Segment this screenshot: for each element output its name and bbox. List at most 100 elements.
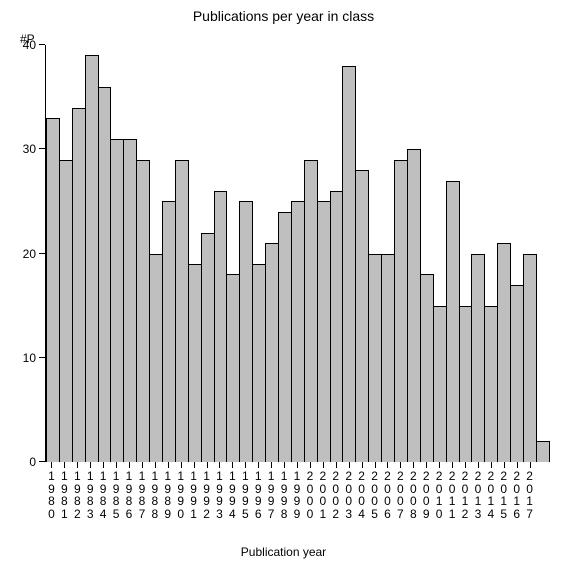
x-tick-label: 2 0 1 2	[458, 470, 472, 520]
bar	[46, 118, 60, 462]
x-tick-label: 2 0 0 8	[406, 470, 420, 520]
x-tick	[517, 462, 518, 468]
x-tick	[90, 462, 91, 468]
x-tick-label: 2 0 0 9	[419, 470, 433, 520]
x-tick	[129, 462, 130, 468]
x-tick	[51, 462, 52, 468]
chart-title: Publications per year in class	[0, 8, 567, 24]
bar	[214, 191, 228, 462]
x-tick-label: 1 9 8 8	[148, 470, 162, 520]
bar	[536, 441, 550, 462]
y-tick-label: 40	[23, 38, 36, 52]
x-tick-label: 2 0 1 0	[432, 470, 446, 520]
x-tick-label: 1 9 9 6	[251, 470, 265, 520]
x-tick-label: 2 0 0 0	[303, 470, 317, 520]
y-tick-label: 0	[29, 455, 36, 469]
bar	[188, 264, 202, 462]
x-tick	[478, 462, 479, 468]
x-tick-label: 2 0 1 6	[510, 470, 524, 520]
x-tick	[310, 462, 311, 468]
x-tick	[207, 462, 208, 468]
x-tick-label: 1 9 8 5	[109, 470, 123, 520]
x-tick	[219, 462, 220, 468]
x-tick-label: 1 9 8 7	[135, 470, 149, 520]
bar	[407, 149, 421, 462]
x-tick-label: 2 0 0 6	[380, 470, 394, 520]
x-tick-label: 1 9 8 3	[83, 470, 97, 520]
x-tick	[452, 462, 453, 468]
x-tick-label: 1 9 9 8	[277, 470, 291, 520]
bar	[342, 66, 356, 462]
bar	[110, 139, 124, 462]
x-tick-label: 1 9 8 0	[44, 470, 58, 520]
x-tick	[323, 462, 324, 468]
x-tick	[387, 462, 388, 468]
x-tick	[64, 462, 65, 468]
x-tick	[362, 462, 363, 468]
bar	[304, 160, 318, 462]
x-tick	[103, 462, 104, 468]
x-tick	[375, 462, 376, 468]
x-tick-label: 1 9 8 1	[57, 470, 71, 520]
x-tick-label: 1 9 9 4	[225, 470, 239, 520]
x-tick	[426, 462, 427, 468]
bar	[226, 274, 240, 462]
x-tick	[77, 462, 78, 468]
bar	[278, 212, 292, 462]
x-tick-label: 1 9 9 1	[187, 470, 201, 520]
x-tick	[232, 462, 233, 468]
x-tick-label: 1 9 8 2	[70, 470, 84, 520]
bar	[291, 201, 305, 462]
x-tick-label: 2 0 1 5	[497, 470, 511, 520]
bar	[239, 201, 253, 462]
x-tick	[297, 462, 298, 468]
x-tick	[258, 462, 259, 468]
x-tick	[439, 462, 440, 468]
x-tick	[155, 462, 156, 468]
x-tick	[271, 462, 272, 468]
x-tick-label: 2 0 0 3	[342, 470, 356, 520]
bar	[433, 306, 447, 462]
x-tick-label: 1 9 8 4	[96, 470, 110, 520]
x-tick-label: 1 9 9 3	[212, 470, 226, 520]
bar	[355, 170, 369, 462]
bar	[459, 306, 473, 462]
x-tick	[491, 462, 492, 468]
bar	[381, 254, 395, 463]
x-tick	[181, 462, 182, 468]
x-tick-label: 1 9 9 2	[200, 470, 214, 520]
x-tick-label: 2 0 0 1	[316, 470, 330, 520]
x-tick-label: 2 0 0 5	[368, 470, 382, 520]
x-tick	[284, 462, 285, 468]
x-tick-label: 1 9 9 0	[174, 470, 188, 520]
x-tick	[400, 462, 401, 468]
plot-area: 010203040 1 9 8 01 9 8 11 9 8 21 9 8 31 …	[45, 45, 549, 462]
chart-container: Publications per year in class #P 010203…	[0, 0, 567, 567]
bar	[394, 160, 408, 462]
x-tick-label: 1 9 8 9	[161, 470, 175, 520]
x-tick	[245, 462, 246, 468]
x-tick	[530, 462, 531, 468]
x-tick-label: 2 0 0 4	[355, 470, 369, 520]
bar	[330, 191, 344, 462]
bar	[162, 201, 176, 462]
x-tick-label: 2 0 1 4	[484, 470, 498, 520]
x-tick-label: 1 9 9 7	[264, 470, 278, 520]
y-tick-label: 20	[23, 247, 36, 261]
x-tick	[465, 462, 466, 468]
bar	[497, 243, 511, 462]
bar	[252, 264, 266, 462]
x-tick	[142, 462, 143, 468]
bar	[149, 254, 163, 463]
x-tick	[413, 462, 414, 468]
bars-group	[45, 45, 549, 462]
x-tick-label: 1 9 9 5	[238, 470, 252, 520]
bar	[201, 233, 215, 462]
x-tick-label: 2 0 1 7	[523, 470, 537, 520]
x-tick-label: 2 0 1 1	[445, 470, 459, 520]
bar	[85, 55, 99, 462]
bar	[59, 160, 73, 462]
y-tick-label: 30	[23, 142, 36, 156]
x-tick-label: 2 0 1 3	[471, 470, 485, 520]
y-tick-label: 10	[23, 351, 36, 365]
